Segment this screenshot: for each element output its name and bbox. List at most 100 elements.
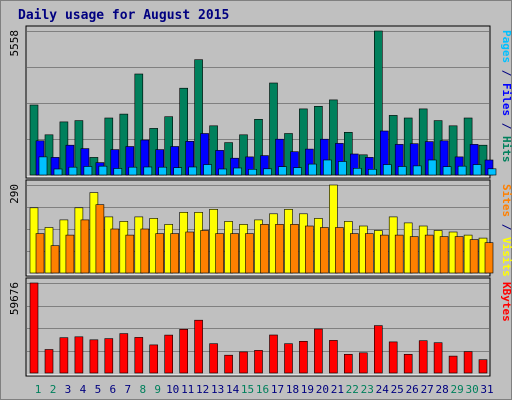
bar-sites [95,204,105,274]
bar-sites [349,233,359,274]
panel-hits-files-pages: 5558 Pages / Files / Hits [8,25,512,179]
bar-kbytes [209,343,218,374]
bar-sites [454,236,464,274]
x-tick-label: 2 [50,383,57,396]
bar-sites [230,233,239,274]
bar-sites [140,228,150,274]
x-tick-label: 18 [286,383,299,396]
bar-kbytes [463,351,473,374]
bar-pages [38,156,48,176]
bar-kbytes [254,350,263,374]
bar-sites [379,234,389,274]
bar-kbytes [104,338,114,374]
bar-kbytes [388,341,398,374]
bar-hits [119,113,129,176]
panel-border [25,277,491,377]
bar-hits [29,104,39,176]
bar-sites [260,224,269,274]
bar-pages [188,166,197,176]
scale-label: 59676 [8,282,21,315]
x-tick-label: 10 [166,383,179,396]
bar-pages [113,168,123,176]
bar-hits [104,117,114,176]
bar-pages [233,167,242,176]
bar-sites [409,236,419,274]
bar-kbytes [373,325,383,374]
bar-kbytes [418,340,428,374]
bar-pages [158,166,167,176]
bar-sites [364,233,374,274]
bar-pages [248,169,257,176]
bar-pages [83,166,93,176]
bar-pages [412,165,422,176]
bar-kbytes [164,334,173,374]
bar-pages [427,159,437,176]
bar-pages [128,166,138,176]
bar-sites [65,234,75,274]
bar-pages [397,166,407,176]
bar-sites [200,230,209,274]
axis-label-part: Pages [500,30,512,63]
bar-pages [173,167,182,176]
bar-pages [308,163,317,176]
bar-sites [484,242,494,274]
x-tick-label: 14 [226,383,240,396]
bar-kbytes [478,359,488,374]
bar-hits [239,134,248,176]
x-tick-label: 23 [361,383,374,396]
bar-pages [203,164,212,176]
bar-hits [329,99,338,176]
bar-pages [352,168,362,176]
bar-kbytes [403,353,413,374]
x-tick-label: 11 [181,383,194,396]
chart-title: Daily usage for August 2015 [18,8,230,23]
bar-kbytes [284,343,293,374]
bar-pages [68,166,78,176]
axis-label-part: Files [500,83,512,116]
bar-kbytes [433,342,443,374]
x-tick-label: 21 [331,383,344,396]
panel-border [25,179,491,277]
x-tick-label: 1 [35,383,42,396]
scale-label: 5558 [8,30,21,57]
bar-sites [424,234,434,274]
bar-sites [275,224,284,274]
x-tick-label: 19 [301,383,314,396]
bar-hits [299,108,308,176]
bar-kbytes [59,337,69,374]
bar-sites [155,233,164,274]
bar-kbytes [329,340,338,374]
bar-sites [35,233,45,274]
bar-kbytes [343,353,353,374]
bar-hits [448,125,458,176]
bar-pages [278,166,287,176]
bar-pages [487,168,497,176]
bar-sites [394,234,404,274]
bar-pages [382,164,392,176]
x-tick-label: 4 [80,383,87,396]
bar-kbytes [269,334,278,374]
bar-kbytes [44,349,54,374]
x-tick-label: 25 [391,383,404,396]
bar-sites [185,231,194,274]
x-tick-label: 9 [154,383,161,396]
axis-label-part: Hits [500,136,512,163]
bar-pages [323,159,332,176]
bar-kbytes [239,351,248,374]
bar-kbytes [149,344,158,374]
bar-sites [305,225,314,274]
bar-hits [343,132,353,176]
bar-kbytes [74,336,84,374]
x-tick-label: 6 [109,383,116,396]
x-tick-label: 12 [196,383,209,396]
x-tick-label: 30 [465,383,478,396]
bar-pages [53,168,63,176]
bar-kbytes [29,282,39,374]
x-tick-label: 22 [346,383,359,396]
x-tick-label: 27 [421,383,434,396]
bar-kbytes [224,354,233,374]
x-tick-label: 13 [211,383,224,396]
bar-sites [245,233,254,274]
